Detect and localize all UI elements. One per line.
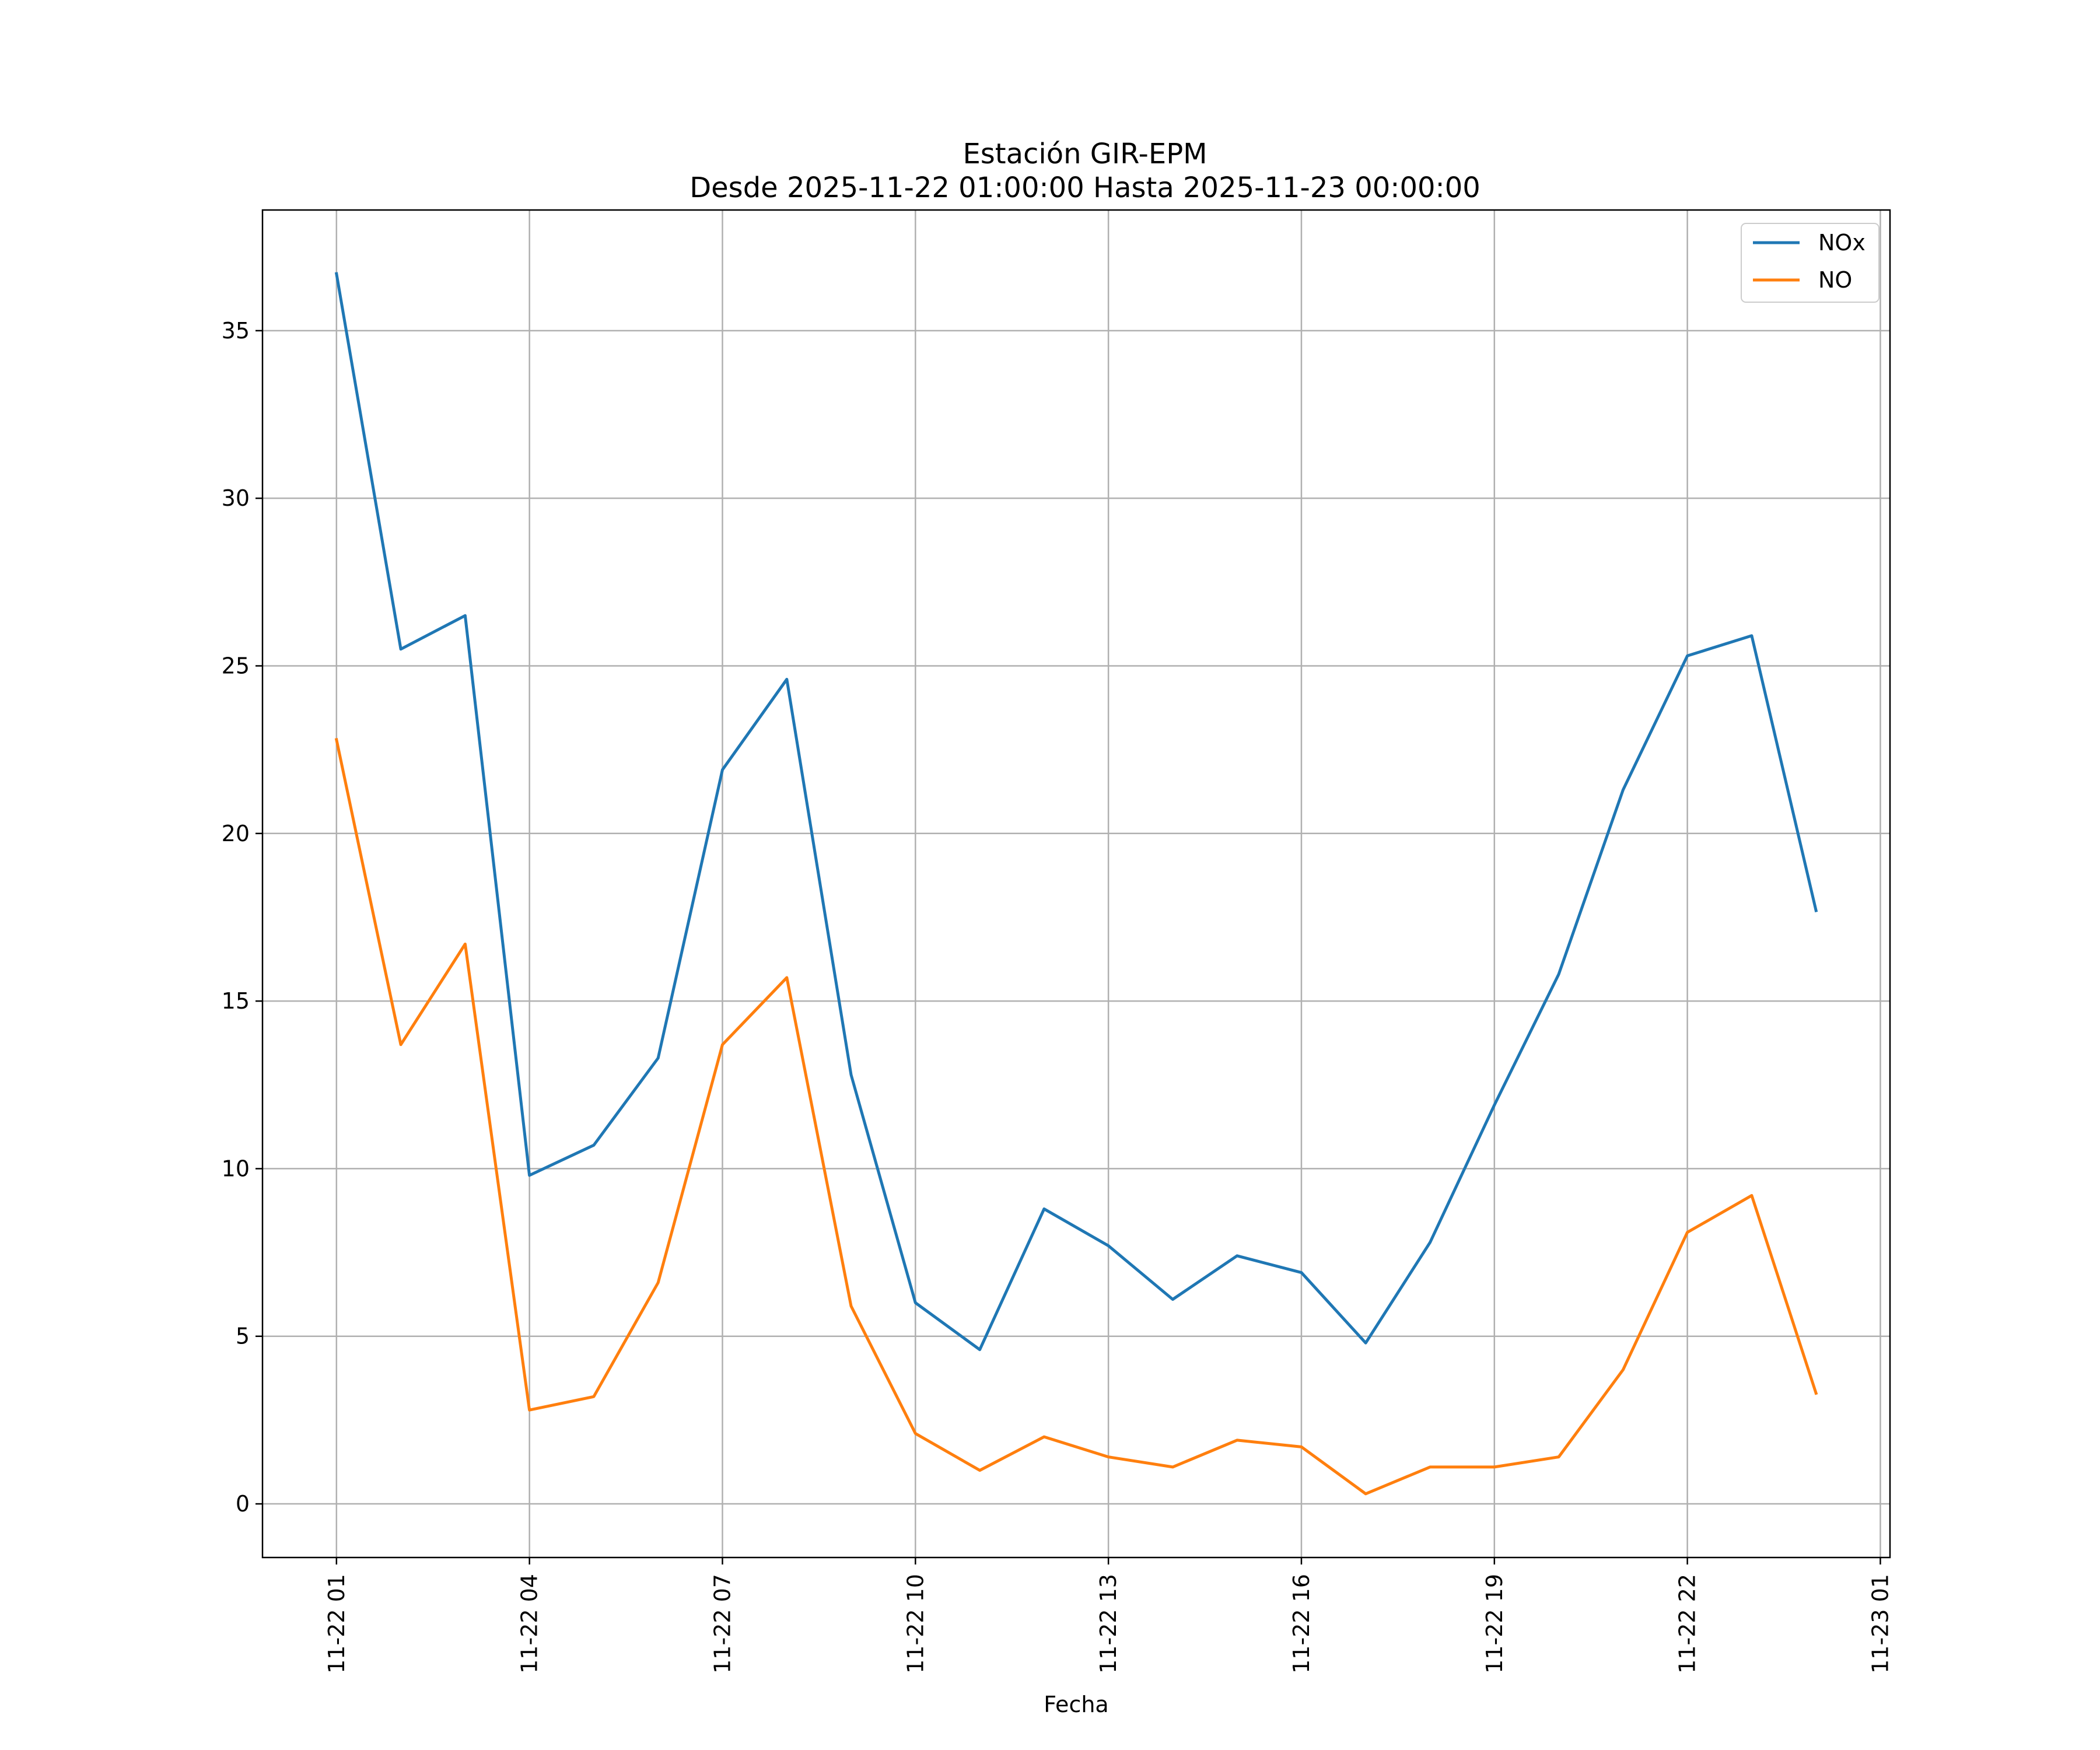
y-tick-label: 25 (222, 653, 250, 678)
y-tick-label: 5 (236, 1324, 250, 1349)
y-tick-label: 30 (222, 485, 250, 511)
y-tick-label: 35 (222, 318, 250, 344)
y-axis: 0 5 10 15 20 25 30 35 (222, 318, 262, 1517)
y-tick-label: 20 (222, 821, 250, 846)
y-tick-label: 10 (222, 1156, 250, 1181)
x-axis: 11-22 01 11-22 04 11-22 07 11-22 10 11-22 13… (324, 1558, 1893, 1674)
legend-label-nox: NOx (1818, 230, 1866, 256)
x-tick-label: 11-22 16 (1289, 1574, 1314, 1674)
x-tick-label: 11-22 22 (1675, 1574, 1700, 1674)
chart-subtitle: Desde 2025-11-22 01:00:00 Hasta 2025-11-… (690, 172, 1480, 204)
x-tick-label: 11-22 01 (324, 1574, 349, 1674)
x-tick-label: 11-22 19 (1482, 1574, 1507, 1674)
x-tick-label: 11-22 07 (709, 1574, 735, 1674)
legend: NOx NO (1741, 223, 1880, 303)
y-tick-label: 0 (236, 1491, 250, 1517)
series-line-no (334, 737, 1818, 1496)
series-line-nox (334, 272, 1818, 1352)
x-tick-label: 11-23 01 (1867, 1574, 1893, 1674)
plot-frame (261, 209, 1891, 1559)
chart-title: Estación GIR-EPM (963, 138, 1207, 170)
grid (262, 210, 1890, 1558)
x-tick-label: 11-22 10 (902, 1574, 928, 1674)
legend-label-no: NO (1818, 267, 1852, 293)
y-tick-label: 15 (222, 988, 250, 1014)
x-axis-label: Fecha (1044, 1692, 1108, 1717)
x-tick-label: 11-22 04 (517, 1574, 542, 1674)
series (334, 272, 1818, 1496)
x-tick-label: 11-22 13 (1096, 1574, 1121, 1674)
